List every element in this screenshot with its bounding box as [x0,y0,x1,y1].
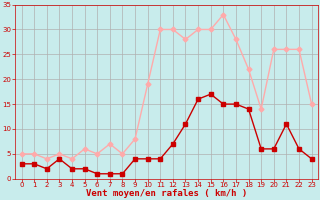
X-axis label: Vent moyen/en rafales ( km/h ): Vent moyen/en rafales ( km/h ) [86,189,247,198]
